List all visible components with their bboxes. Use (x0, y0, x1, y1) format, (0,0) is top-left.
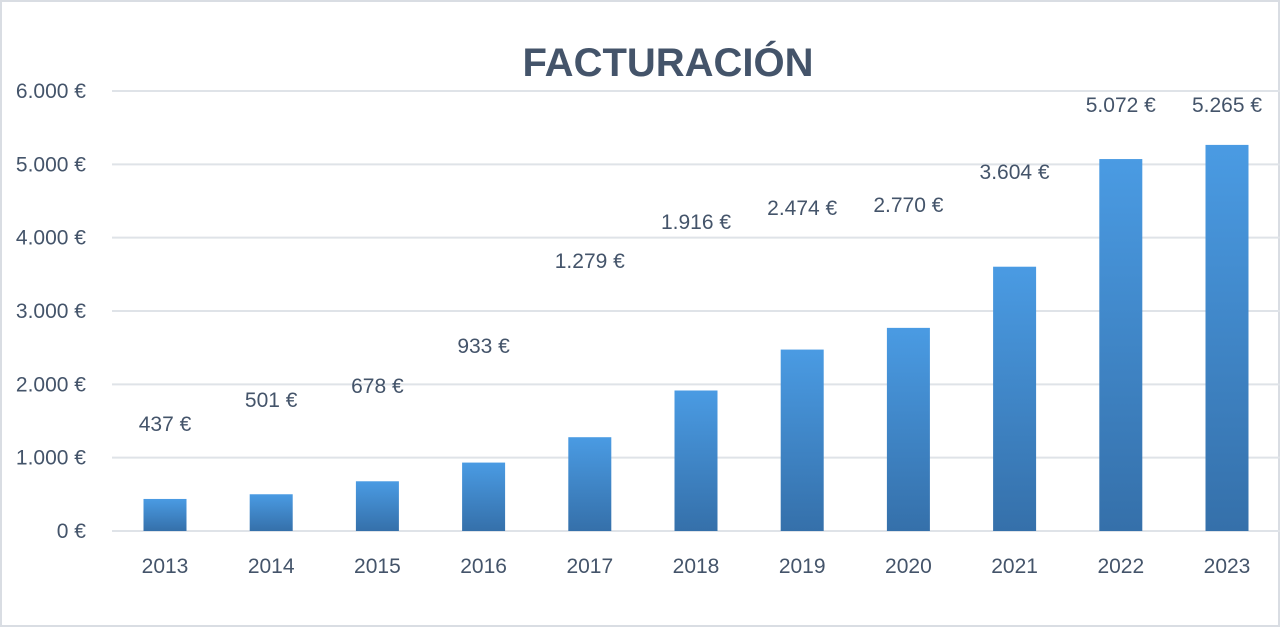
bar-2019 (780, 349, 824, 531)
y-tick-label: 6.000 € (16, 80, 86, 103)
x-tick-label: 2014 (248, 555, 295, 578)
data-label: 2.474 € (767, 197, 837, 220)
data-label: 5.265 € (1192, 94, 1262, 117)
x-tick-label: 2022 (1097, 555, 1144, 578)
bar-2016 (462, 462, 506, 531)
x-tick-label: 2021 (991, 555, 1038, 578)
data-label: 3.604 € (980, 161, 1050, 184)
x-tick-label: 2013 (142, 555, 189, 578)
y-tick-label: 2.000 € (16, 373, 86, 396)
chart-title: FACTURACIÓN (522, 39, 813, 85)
data-label: 501 € (245, 389, 298, 412)
bar-2013 (143, 498, 187, 531)
data-label: 437 € (139, 413, 192, 436)
data-label: 678 € (351, 375, 404, 398)
y-tick-label: 4.000 € (16, 227, 86, 250)
data-label: 5.072 € (1086, 94, 1156, 117)
data-label: 2.770 € (873, 194, 943, 217)
bar-2015 (355, 481, 399, 531)
data-label: 1.916 € (661, 211, 731, 234)
x-tick-label: 2023 (1204, 555, 1251, 578)
x-tick-label: 2015 (354, 555, 401, 578)
bar-2017 (568, 437, 612, 531)
data-label: 933 € (457, 335, 510, 358)
x-tick-label: 2019 (779, 555, 826, 578)
y-tick-label: 0 € (57, 520, 87, 543)
bar-2021 (993, 266, 1037, 531)
x-tick-label: 2018 (673, 555, 720, 578)
bar-2020 (886, 327, 930, 531)
bar-2023 (1205, 144, 1249, 531)
bar-2014 (249, 494, 293, 531)
x-tick-label: 2017 (566, 555, 613, 578)
y-tick-label: 5.000 € (16, 153, 86, 176)
bar-2022 (1099, 159, 1143, 531)
x-tick-label: 2020 (885, 555, 932, 578)
data-label: 1.279 € (555, 250, 625, 273)
bar-2018 (674, 390, 718, 531)
y-tick-label: 3.000 € (16, 300, 86, 323)
y-tick-label: 1.000 € (16, 447, 86, 470)
x-tick-label: 2016 (460, 555, 507, 578)
